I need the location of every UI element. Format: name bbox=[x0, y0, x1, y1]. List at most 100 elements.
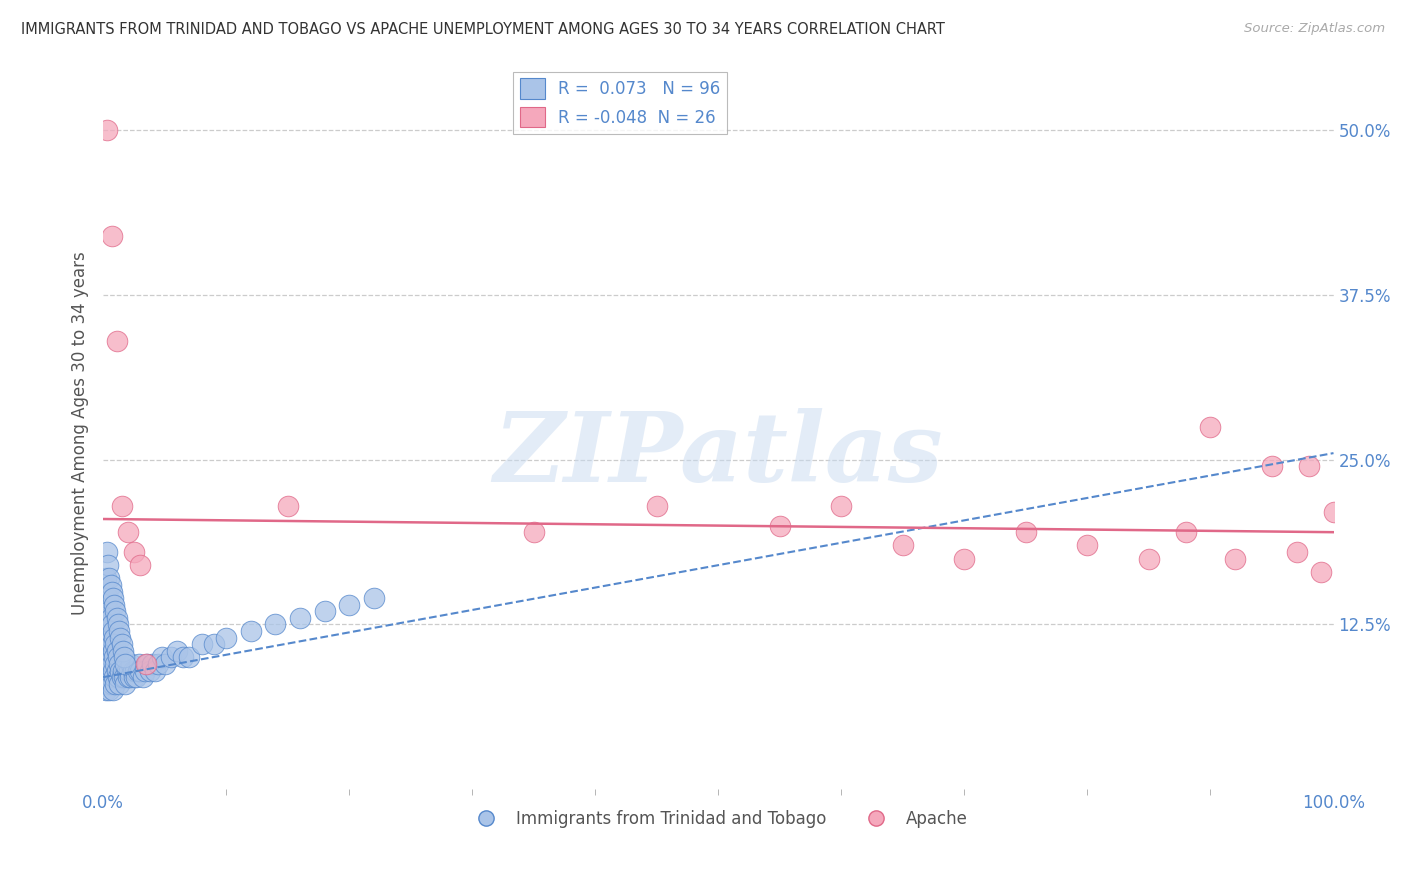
Point bbox=[110, 499, 132, 513]
Point bbox=[96, 650, 118, 665]
Point bbox=[104, 677, 127, 691]
Point bbox=[127, 664, 149, 678]
Point bbox=[134, 664, 156, 678]
Point bbox=[97, 637, 120, 651]
Point bbox=[139, 664, 162, 678]
Point bbox=[105, 644, 128, 658]
Point bbox=[202, 637, 225, 651]
Point bbox=[105, 611, 128, 625]
Point bbox=[100, 617, 122, 632]
Point bbox=[645, 499, 668, 513]
Point bbox=[98, 644, 121, 658]
Point bbox=[110, 670, 132, 684]
Point bbox=[1310, 565, 1333, 579]
Point bbox=[129, 558, 152, 573]
Point bbox=[131, 670, 153, 684]
Point bbox=[120, 657, 142, 671]
Point bbox=[125, 670, 148, 684]
Point bbox=[122, 670, 145, 684]
Point bbox=[1137, 551, 1160, 566]
Legend: Immigrants from Trinidad and Tobago, Apache: Immigrants from Trinidad and Tobago, Apa… bbox=[463, 803, 974, 834]
Point bbox=[1298, 459, 1320, 474]
Point bbox=[94, 571, 117, 585]
Point bbox=[1322, 505, 1344, 519]
Point bbox=[97, 558, 120, 573]
Point bbox=[98, 624, 121, 638]
Point bbox=[523, 525, 546, 540]
Point bbox=[100, 611, 122, 625]
Point bbox=[110, 631, 132, 645]
Point bbox=[107, 670, 129, 684]
Point bbox=[117, 670, 139, 684]
Point bbox=[97, 591, 120, 606]
Text: Source: ZipAtlas.com: Source: ZipAtlas.com bbox=[1244, 22, 1385, 36]
Point bbox=[239, 624, 262, 638]
Point bbox=[148, 657, 170, 671]
Point bbox=[112, 670, 135, 684]
Point bbox=[96, 677, 118, 691]
Text: IMMIGRANTS FROM TRINIDAD AND TOBAGO VS APACHE UNEMPLOYMENT AMONG AGES 30 TO 34 Y: IMMIGRANTS FROM TRINIDAD AND TOBAGO VS A… bbox=[21, 22, 945, 37]
Point bbox=[1199, 419, 1222, 434]
Point bbox=[111, 664, 134, 678]
Point bbox=[96, 123, 118, 137]
Point bbox=[124, 664, 146, 678]
Point bbox=[264, 617, 287, 632]
Point bbox=[830, 499, 852, 513]
Point bbox=[94, 683, 117, 698]
Point bbox=[153, 657, 176, 671]
Point bbox=[96, 664, 118, 678]
Point bbox=[953, 551, 976, 566]
Point bbox=[100, 657, 122, 671]
Point bbox=[1076, 538, 1098, 552]
Point bbox=[96, 631, 118, 645]
Point bbox=[100, 584, 122, 599]
Point bbox=[97, 677, 120, 691]
Point bbox=[1285, 545, 1308, 559]
Point bbox=[104, 637, 127, 651]
Point bbox=[115, 664, 138, 678]
Point bbox=[98, 683, 121, 698]
Point bbox=[101, 683, 124, 698]
Point bbox=[121, 664, 143, 678]
Point bbox=[108, 624, 131, 638]
Point bbox=[128, 657, 150, 671]
Point bbox=[103, 650, 125, 665]
Point bbox=[114, 677, 136, 691]
Point bbox=[166, 644, 188, 658]
Point bbox=[100, 578, 122, 592]
Point bbox=[1223, 551, 1246, 566]
Point bbox=[143, 664, 166, 678]
Point bbox=[159, 650, 181, 665]
Point bbox=[120, 670, 142, 684]
Point bbox=[107, 650, 129, 665]
Point bbox=[105, 664, 128, 678]
Point bbox=[117, 525, 139, 540]
Point bbox=[1015, 525, 1038, 540]
Point bbox=[136, 657, 159, 671]
Point bbox=[103, 670, 125, 684]
Point bbox=[141, 657, 163, 671]
Point bbox=[1174, 525, 1197, 540]
Point bbox=[135, 657, 157, 671]
Point bbox=[107, 617, 129, 632]
Point bbox=[314, 604, 336, 618]
Point bbox=[100, 677, 122, 691]
Point bbox=[288, 611, 311, 625]
Point bbox=[103, 598, 125, 612]
Point bbox=[108, 657, 131, 671]
Point bbox=[103, 631, 125, 645]
Point bbox=[110, 637, 132, 651]
Point bbox=[104, 657, 127, 671]
Point bbox=[172, 650, 194, 665]
Point bbox=[98, 664, 121, 678]
Point bbox=[769, 518, 792, 533]
Point bbox=[100, 670, 122, 684]
Point bbox=[112, 650, 135, 665]
Point bbox=[1261, 459, 1284, 474]
Point bbox=[111, 644, 134, 658]
Point bbox=[104, 604, 127, 618]
Point bbox=[277, 499, 299, 513]
Point bbox=[190, 637, 212, 651]
Point bbox=[101, 644, 124, 658]
Point bbox=[891, 538, 914, 552]
